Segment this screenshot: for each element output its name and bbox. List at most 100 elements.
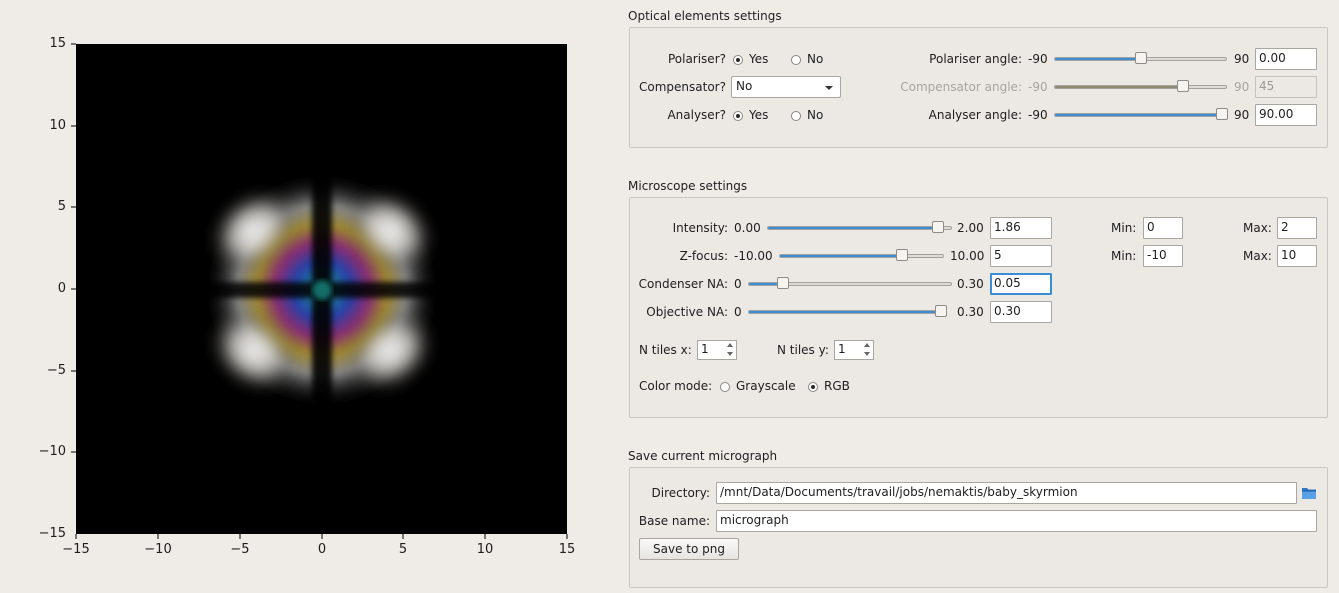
slider-handle[interactable] [935, 305, 947, 317]
x-tick: 0 [317, 542, 327, 557]
compensator-angle-input: 45 [1255, 76, 1317, 98]
spin-down-icon[interactable] [864, 352, 870, 356]
intensity-slider[interactable] [767, 221, 952, 233]
x-tick: −5 [230, 542, 250, 557]
polariser-yes-radio[interactable] [733, 55, 743, 65]
slider-fill [749, 283, 783, 285]
compensator-angle-slider [1054, 80, 1227, 92]
slider-handle[interactable] [1134, 52, 1147, 64]
chevron-down-icon [825, 86, 833, 90]
y-tick: 0 [57, 281, 66, 296]
compensator-selected: No [736, 79, 753, 93]
micrograph-canvas [71, 43, 568, 539]
compensator-angle-min: -90 [1028, 80, 1048, 94]
polariser-label: Polariser? [667, 52, 726, 66]
analyser-yes-label: Yes [749, 108, 769, 122]
slider-fill [1055, 114, 1226, 116]
slider-fill [1055, 58, 1141, 60]
spin-down-icon[interactable] [727, 352, 733, 356]
zfocus-range-min-input[interactable]: -10 [1143, 245, 1183, 267]
spin-up-icon[interactable] [864, 343, 870, 347]
slider-handle[interactable] [932, 221, 945, 233]
intensity-max: 2.00 [957, 221, 984, 235]
micrograph-plot: 15 10 5 0 −5 −10 −15 −15 −10 −5 0 5 10 1… [0, 0, 600, 593]
condenser-na-label: Condenser NA: [638, 277, 728, 291]
grayscale-label: Grayscale [736, 379, 796, 393]
basename-label: Base name: [638, 514, 710, 528]
y-tick: 10 [49, 118, 66, 133]
ntiles-x-spinbox[interactable]: 1 [697, 340, 737, 360]
polariser-yes-label: Yes [749, 52, 769, 66]
ntiles-y-value: 1 [838, 342, 846, 356]
analyser-no-label: No [807, 108, 824, 122]
analyser-label: Analyser? [667, 108, 726, 122]
slider-handle[interactable] [776, 277, 789, 289]
intensity-range-min-input[interactable]: 0 [1143, 217, 1183, 239]
zfocus-max: 10.00 [950, 249, 985, 263]
rgb-radio[interactable] [808, 382, 818, 392]
optical-settings-title: Optical elements settings [628, 9, 782, 23]
slider-fill [768, 227, 939, 229]
slider-handle[interactable] [896, 249, 909, 261]
zfocus-range-max-input[interactable]: 10 [1277, 245, 1317, 267]
analyser-yes-radio[interactable] [733, 111, 743, 121]
save-to-png-button[interactable]: Save to png [639, 538, 739, 560]
analyser-angle-label: Analyser angle: [928, 108, 1022, 122]
spin-up-icon[interactable] [727, 343, 733, 347]
grayscale-radio[interactable] [720, 382, 730, 392]
y-tick: −15 [38, 526, 66, 541]
zfocus-range-max-label: Max: [1243, 249, 1272, 263]
zfocus-label: Z-focus: [679, 249, 728, 263]
x-tick: −10 [144, 542, 172, 557]
objective-na-slider[interactable] [748, 305, 947, 317]
objective-na-min: 0 [734, 305, 742, 319]
y-tick: −10 [38, 444, 66, 459]
slider-fill [780, 255, 903, 257]
polariser-no-radio[interactable] [791, 55, 801, 65]
directory-input[interactable]: /mnt/Data/Documents/travail/jobs/nemakti… [716, 482, 1297, 504]
compensator-label: Compensator? [639, 80, 726, 94]
analyser-no-radio[interactable] [791, 111, 801, 121]
ntiles-x-value: 1 [701, 342, 709, 356]
condenser-na-input[interactable]: 0.05 [990, 273, 1052, 295]
microscope-settings-group [629, 197, 1328, 418]
analyser-angle-input[interactable]: 90.00 [1255, 104, 1317, 126]
analyser-angle-slider[interactable] [1054, 108, 1228, 120]
x-tick: 5 [398, 542, 408, 557]
compensator-angle-max: 90 [1234, 80, 1250, 94]
rgb-label: RGB [824, 379, 850, 393]
x-tick: 15 [558, 542, 576, 557]
condenser-na-max: 0.30 [957, 277, 984, 291]
zfocus-range-min-label: Min: [1111, 249, 1137, 263]
objective-na-input[interactable]: 0.30 [990, 301, 1052, 323]
objective-na-max: 0.30 [957, 305, 984, 319]
condenser-na-min: 0 [734, 277, 742, 291]
slider-fill [1055, 86, 1184, 88]
zfocus-input[interactable]: 5 [990, 245, 1052, 267]
microscope-settings-title: Microscope settings [628, 179, 748, 193]
intensity-range-max-label: Max: [1243, 221, 1272, 235]
zfocus-slider[interactable] [779, 249, 944, 261]
compensator-angle-label: Compensator angle: [900, 80, 1022, 94]
intensity-range-max-input[interactable]: 2 [1277, 217, 1317, 239]
slider-handle[interactable] [1216, 108, 1228, 120]
condenser-na-slider[interactable] [748, 277, 952, 289]
folder-open-icon[interactable] [1301, 486, 1317, 500]
analyser-angle-min: -90 [1028, 108, 1048, 122]
analyser-angle-max: 90 [1234, 108, 1250, 122]
save-settings-title: Save current micrograph [628, 449, 778, 463]
ntiles-y-label: N tiles y: [777, 343, 829, 357]
polariser-angle-slider[interactable] [1054, 52, 1227, 64]
ntiles-y-spinbox[interactable]: 1 [834, 340, 874, 360]
directory-label: Directory: [651, 486, 710, 500]
polariser-angle-input[interactable]: 0.00 [1255, 48, 1317, 70]
polariser-angle-max: 90 [1234, 52, 1250, 66]
polariser-angle-min: -90 [1028, 52, 1048, 66]
y-tick: −5 [46, 363, 66, 378]
basename-input[interactable]: micrograph [716, 510, 1317, 532]
zfocus-min: -10.00 [734, 249, 773, 263]
x-tick: −15 [62, 542, 90, 557]
intensity-input[interactable]: 1.86 [990, 217, 1052, 239]
x-tick: 10 [476, 542, 494, 557]
compensator-select[interactable]: No [731, 76, 841, 98]
